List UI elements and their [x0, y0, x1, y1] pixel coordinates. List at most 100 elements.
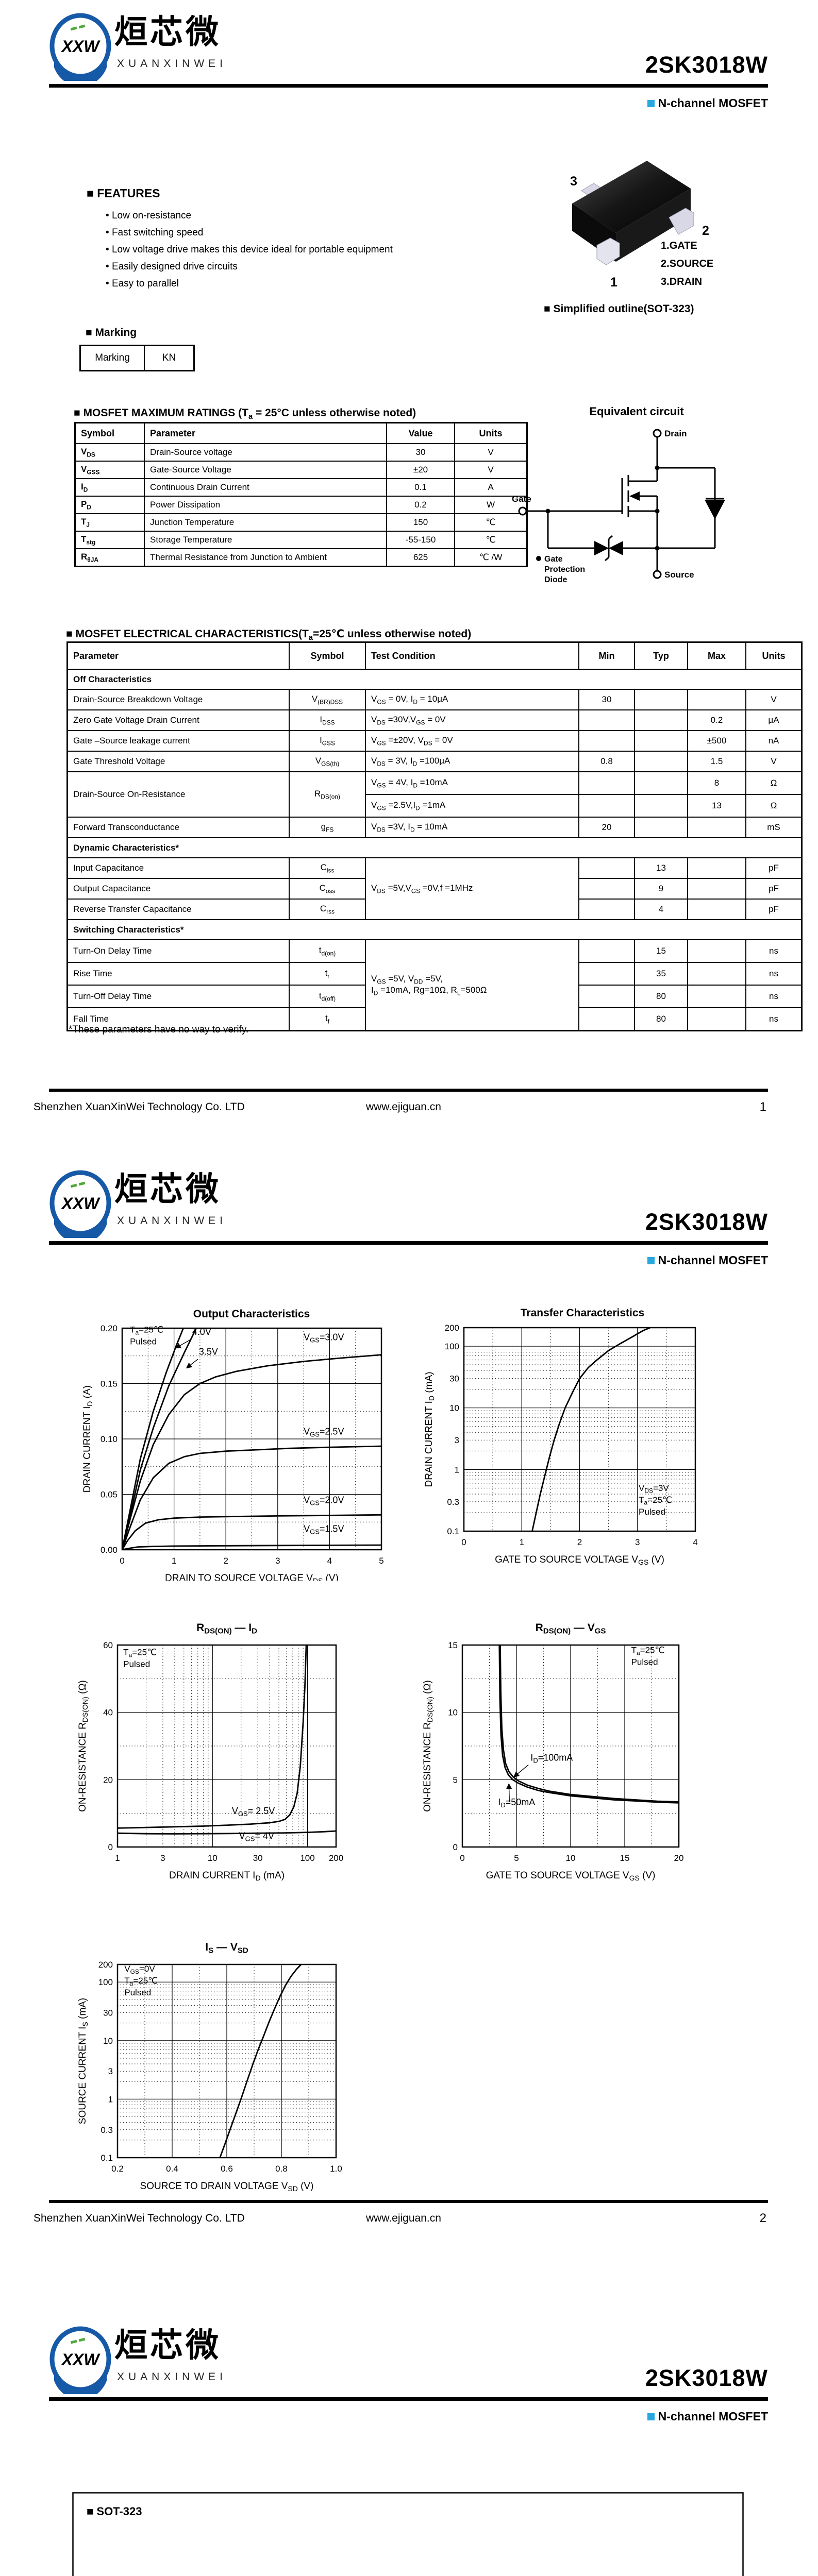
electrical-cell: td(off)	[289, 985, 366, 1008]
electrical-section-title: Switching Characteristics*	[67, 919, 802, 940]
electrical-cell: Fall Time	[67, 1007, 290, 1031]
curve-label: VGS=3.0V	[304, 1332, 344, 1344]
condition-note: Ta=25℃	[123, 1648, 157, 1659]
logo-diode-icon	[76, 60, 83, 69]
electrical-cell: Ciss	[289, 857, 366, 879]
electrical-header: Units	[745, 642, 802, 670]
equivalent-circuit-diagram: Drain Source Gate Gate Protection Diode	[512, 429, 725, 584]
x-tick-label: 3	[275, 1556, 280, 1566]
electrical-cell	[578, 730, 635, 752]
x-tick-label: 1	[172, 1556, 176, 1566]
x-tick-label: 0	[461, 1537, 466, 1547]
marking-title: ■ Marking	[86, 327, 137, 338]
gate-label: Gate	[512, 494, 531, 504]
ratings-cell: PD	[75, 496, 145, 514]
electrical-cell: ns	[745, 985, 802, 1008]
electrical-cell	[687, 1007, 746, 1031]
ratings-cell: 625	[386, 548, 455, 567]
x-tick-label: 10	[208, 1853, 218, 1863]
electrical-cell: gFS	[289, 817, 366, 838]
company-logo: XXW	[49, 2326, 111, 2394]
source-terminal	[653, 570, 662, 579]
electrical-cell: VGS(th)	[289, 751, 366, 772]
electrical-cell: pF	[745, 857, 802, 879]
condition-note: VDS=3V	[639, 1483, 669, 1495]
subtitle-text: N-channel MOSFET	[658, 96, 768, 110]
subtitle-bullet-icon	[647, 1257, 655, 1264]
y-tick-label: 0.1	[101, 2153, 113, 2163]
subtitle-row: N-channel MOSFET	[647, 1253, 768, 1267]
ratings-cell: 150	[386, 513, 455, 532]
curve-ID-vs-VGS-VDS=3V-	[531, 1328, 651, 1531]
body-diode-triangle	[705, 500, 725, 519]
electrical-cell: VGS = 0V, ID = 10μA	[365, 689, 579, 710]
footer-rule	[49, 1089, 768, 1092]
ratings-title: ■ MOSFET MAXIMUM RATINGS (Ta = 25°C unle…	[74, 407, 416, 421]
y-tick-label: 0.00	[101, 1545, 118, 1555]
curve-VGS=2.5V	[122, 1445, 381, 1550]
electrical-cell: Gate –Source leakage current	[67, 730, 290, 752]
curve-VGS=2.5V	[118, 1645, 307, 1829]
electrical-row: Input Capacitance Ciss VDS =5V,VGS =0V,f =…	[67, 857, 802, 920]
outline-box	[72, 2492, 744, 2576]
electrical-row: Drain-Source Breakdown Voltage V(BR)DSS VG…	[67, 689, 802, 710]
footer-company: Shenzhen XuanXinWei Technology Co. LTD	[34, 2212, 245, 2224]
curve-label: ID=50mA	[498, 1797, 535, 1809]
chart-title: Transfer Characteristics	[521, 1307, 644, 1319]
zener-right-triangle	[609, 541, 623, 555]
x-tick-label: 15	[620, 1853, 630, 1863]
electrical-cell	[634, 817, 688, 838]
ratings-cell: ℃	[454, 531, 527, 549]
company-logo: XXW	[49, 13, 111, 81]
curve-ID=50mA	[498, 1645, 679, 1804]
electrical-cell: VGS =±20V, VDS = 0V	[365, 730, 579, 752]
electrical-cell	[578, 857, 635, 879]
part-number: 2SK3018W	[645, 52, 768, 78]
protection-label-3: Diode	[544, 575, 567, 584]
y-tick-label: 1	[455, 1465, 459, 1475]
electrical-row: Turn-On Delay Time td(on) VGS =5V, VDD =5V…	[67, 939, 802, 1031]
logo-diode-icon	[76, 2373, 83, 2382]
x-tick-label: 0	[460, 1853, 464, 1863]
page2-footer: Shenzhen XuanXinWei Technology Co. LTD ww…	[0, 2200, 818, 2236]
subtitle-bullet-icon	[647, 2413, 655, 2420]
subtitle-text: N-channel MOSFET	[658, 1253, 768, 1267]
ratings-cell: 0.1	[386, 478, 455, 497]
electrical-section-row: Switching Characteristics*	[67, 919, 802, 940]
electrical-row: Output Capacitance Coss 9 pF	[67, 878, 802, 900]
brand-chinese: 烜芯微	[114, 13, 221, 50]
y-tick-label: 10	[448, 1708, 458, 1718]
electrical-section-title: Dynamic Characteristics*	[67, 837, 802, 858]
y-tick-label: 200	[445, 1323, 459, 1333]
curve-VGS=3.5V	[122, 1328, 197, 1550]
electrical-cell: Turn-Off Delay Time	[67, 985, 290, 1008]
ratings-cell: ±20	[386, 461, 455, 479]
electrical-cell: Forward Transconductance	[67, 817, 290, 838]
electrical-cell: mS	[745, 817, 802, 838]
y-axis-label: SOURCE CURRENT IS (mA)	[77, 1998, 89, 2124]
feature-item: Fast switching speed	[106, 224, 393, 241]
condition-note: VGS=0V	[124, 1964, 155, 1975]
x-tick-label: 0.2	[111, 2164, 124, 2174]
condition-note: Ta=25℃	[124, 1976, 158, 1987]
x-tick-label: 30	[253, 1853, 263, 1863]
x-tick-label: 1	[115, 1853, 120, 1863]
page2-header: XXW 烜芯微 XUANXINWEI 2SK3018W N-channel MOSFET	[0, 1168, 818, 1279]
electrical-cell: Crss	[289, 899, 366, 920]
chart-transfer-characteristics: 0 1 2 3 4 0.1 0.3 1 3 10 30 100 200 GATE TO SOURCE VO…	[424, 1307, 698, 1566]
ratings-table: Symbol Parameter Value Units VDS Drain-Source…	[74, 422, 528, 567]
electrical-header: Test Condition	[365, 642, 579, 670]
electrical-header: Symbol	[289, 642, 366, 670]
electrical-header: Parameter	[67, 642, 290, 670]
electrical-row: Gate –Source leakage current IGSS VGS =±20…	[67, 730, 802, 752]
electrical-cell: ns	[745, 1007, 802, 1031]
ratings-cell: A	[454, 478, 527, 497]
x-tick-label: 3	[635, 1537, 640, 1547]
ratings-cell: Drain-Source voltage	[144, 443, 387, 462]
chart-title: Output Characteristics	[193, 1308, 310, 1320]
ratings-header: Units	[454, 422, 527, 444]
package-caption: ■ Simplified outline(SOT-323)	[544, 303, 694, 315]
y-axis-label: ON-RESISTANCE RDS(ON) (Ω)	[77, 1680, 89, 1812]
logo-diode-icon	[76, 1217, 83, 1226]
x-tick-label: 20	[674, 1853, 684, 1863]
